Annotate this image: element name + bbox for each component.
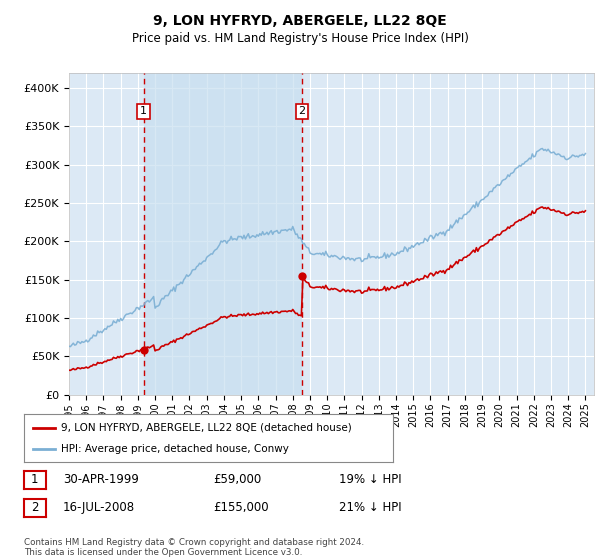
Bar: [143, 73, 302, 395]
Text: 16-JUL-2008: 16-JUL-2008: [63, 501, 135, 515]
Text: 19% ↓ HPI: 19% ↓ HPI: [339, 473, 401, 487]
Text: 2: 2: [299, 106, 305, 116]
Text: 30-APR-1999: 30-APR-1999: [63, 473, 139, 487]
Text: HPI: Average price, detached house, Conwy: HPI: Average price, detached house, Conw…: [61, 444, 289, 454]
Text: 2: 2: [31, 501, 38, 515]
Text: 9, LON HYFRYD, ABERGELE, LL22 8QE (detached house): 9, LON HYFRYD, ABERGELE, LL22 8QE (detac…: [61, 423, 352, 433]
Text: £155,000: £155,000: [213, 501, 269, 515]
Text: 1: 1: [31, 473, 38, 487]
Text: 1: 1: [140, 106, 147, 116]
Text: £59,000: £59,000: [213, 473, 261, 487]
Text: Contains HM Land Registry data © Crown copyright and database right 2024.
This d: Contains HM Land Registry data © Crown c…: [24, 538, 364, 557]
Text: 9, LON HYFRYD, ABERGELE, LL22 8QE: 9, LON HYFRYD, ABERGELE, LL22 8QE: [153, 14, 447, 28]
Text: Price paid vs. HM Land Registry's House Price Index (HPI): Price paid vs. HM Land Registry's House …: [131, 32, 469, 45]
Text: 21% ↓ HPI: 21% ↓ HPI: [339, 501, 401, 515]
